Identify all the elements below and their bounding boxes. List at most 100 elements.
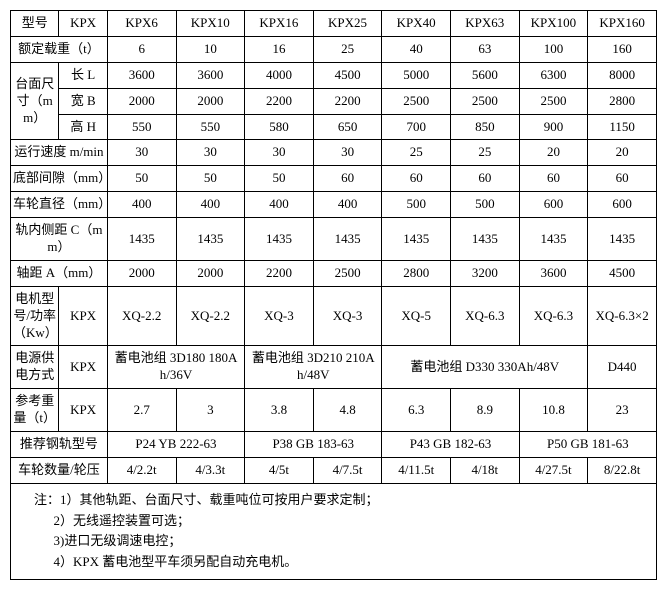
header-sub: KPX [59,11,107,37]
cell: 8000 [588,62,657,88]
cell: 10.8 [519,389,588,432]
row-bottom-gap: 底部间隙（mm） 50 50 50 60 60 60 60 60 [11,166,657,192]
cell: 1435 [176,218,245,261]
cell: 1435 [107,218,176,261]
cell: XQ-3 [245,286,314,346]
label-power-sub: KPX [59,346,107,389]
cell: 2500 [451,88,520,114]
cell: 2500 [519,88,588,114]
cell: 6.3 [382,389,451,432]
header-col-7: KPX100 [519,11,588,37]
cell: 2000 [176,260,245,286]
cell: 2000 [107,260,176,286]
cell: 2800 [382,260,451,286]
row-wheel-dia: 车轮直径（mm） 400 400 400 400 500 500 600 600 [11,192,657,218]
label-wheel-dia: 车轮直径（mm） [11,192,108,218]
cell: 4000 [245,62,314,88]
label-platform-l: 长 L [59,62,107,88]
cell: 160 [588,36,657,62]
cell: XQ-6.3 [451,286,520,346]
row-wheelbase: 轴距 A（mm） 2000 2000 2200 2500 2800 3200 3… [11,260,657,286]
header-col-2: KPX10 [176,11,245,37]
cell: 蓄电池组 D330 330Ah/48V [382,346,588,389]
cell: 2200 [245,88,314,114]
cell: 3600 [176,62,245,88]
cell: 6300 [519,62,588,88]
header-col-3: KPX16 [245,11,314,37]
cell: 23 [588,389,657,432]
cell: 50 [176,166,245,192]
note-4: 4）KPX 蓄电池型平车须另配自动充电机。 [54,554,298,569]
label-wheel-qty: 车轮数量/轮压 [11,457,108,483]
cell: 4500 [588,260,657,286]
cell: 3600 [107,62,176,88]
notes-prefix: 注： [34,492,60,507]
cell: 1435 [245,218,314,261]
cell: 30 [176,140,245,166]
label-ref-weight: 参考重量（t） [11,389,59,432]
notes-cell: 注：1）其他轨距、台面尺寸、载重吨位可按用户要求定制； 2）无线遥控装置可选； … [11,483,657,579]
cell: 650 [313,114,382,140]
cell: 50 [107,166,176,192]
label-ref-weight-sub: KPX [59,389,107,432]
cell: 2500 [313,260,382,286]
row-rated-load: 额定载重（t） 6 10 16 25 40 63 100 160 [11,36,657,62]
header-row: 型号 KPX KPX6 KPX10 KPX16 KPX25 KPX40 KPX6… [11,11,657,37]
cell: 蓄电池组 3D210 210Ah/48V [245,346,382,389]
cell: 1435 [588,218,657,261]
cell: 500 [382,192,451,218]
header-col-6: KPX63 [451,11,520,37]
cell: P24 YB 222-63 [107,432,244,458]
cell: 100 [519,36,588,62]
label-speed: 运行速度 m/min [11,140,108,166]
cell: XQ-5 [382,286,451,346]
cell: 1435 [451,218,520,261]
row-ref-weight: 参考重量（t） KPX 2.7 3 3.8 4.8 6.3 8.9 10.8 2… [11,389,657,432]
cell: 4500 [313,62,382,88]
row-rail-rec: 推荐钢轨型号 P24 YB 222-63 P38 GB 183-63 P43 G… [11,432,657,458]
cell: 550 [107,114,176,140]
cell: 60 [588,166,657,192]
cell: 2000 [107,88,176,114]
cell: 60 [313,166,382,192]
cell: 2.7 [107,389,176,432]
cell: 60 [451,166,520,192]
cell: 4/5t [245,457,314,483]
row-platform-h: 高 H 550 550 580 650 700 850 900 1150 [11,114,657,140]
cell: 5000 [382,62,451,88]
cell: 3200 [451,260,520,286]
cell: 580 [245,114,314,140]
cell: 4/18t [451,457,520,483]
cell: 1435 [382,218,451,261]
cell: 850 [451,114,520,140]
note-2: 2）无线遥控装置可选； [54,513,191,528]
cell: 20 [588,140,657,166]
cell: 2800 [588,88,657,114]
row-power: 电源供电方式 KPX 蓄电池组 3D180 180Ah/36V 蓄电池组 3D2… [11,346,657,389]
cell: XQ-6.3×2 [588,286,657,346]
cell: 8.9 [451,389,520,432]
cell: 10 [176,36,245,62]
cell: 400 [107,192,176,218]
cell: 60 [519,166,588,192]
cell: 600 [588,192,657,218]
label-power: 电源供电方式 [11,346,59,389]
label-rail-inner: 轨内侧距 C（mm） [11,218,108,261]
cell: 1150 [588,114,657,140]
label-motor: 电机型号/功率（Kw） [11,286,59,346]
label-platform-group: 台面尺寸（mm） [11,62,59,140]
cell: 4/11.5t [382,457,451,483]
cell: XQ-3 [313,286,382,346]
cell: 2200 [245,260,314,286]
cell: 4/3.3t [176,457,245,483]
label-platform-h: 高 H [59,114,107,140]
cell: 400 [313,192,382,218]
row-rail-inner: 轨内侧距 C（mm） 1435 1435 1435 1435 1435 1435… [11,218,657,261]
header-col-1: KPX6 [107,11,176,37]
label-rail-rec: 推荐钢轨型号 [11,432,108,458]
cell: 4/7.5t [313,457,382,483]
cell: 4.8 [313,389,382,432]
cell: 3.8 [245,389,314,432]
cell: XQ-6.3 [519,286,588,346]
cell: XQ-2.2 [176,286,245,346]
